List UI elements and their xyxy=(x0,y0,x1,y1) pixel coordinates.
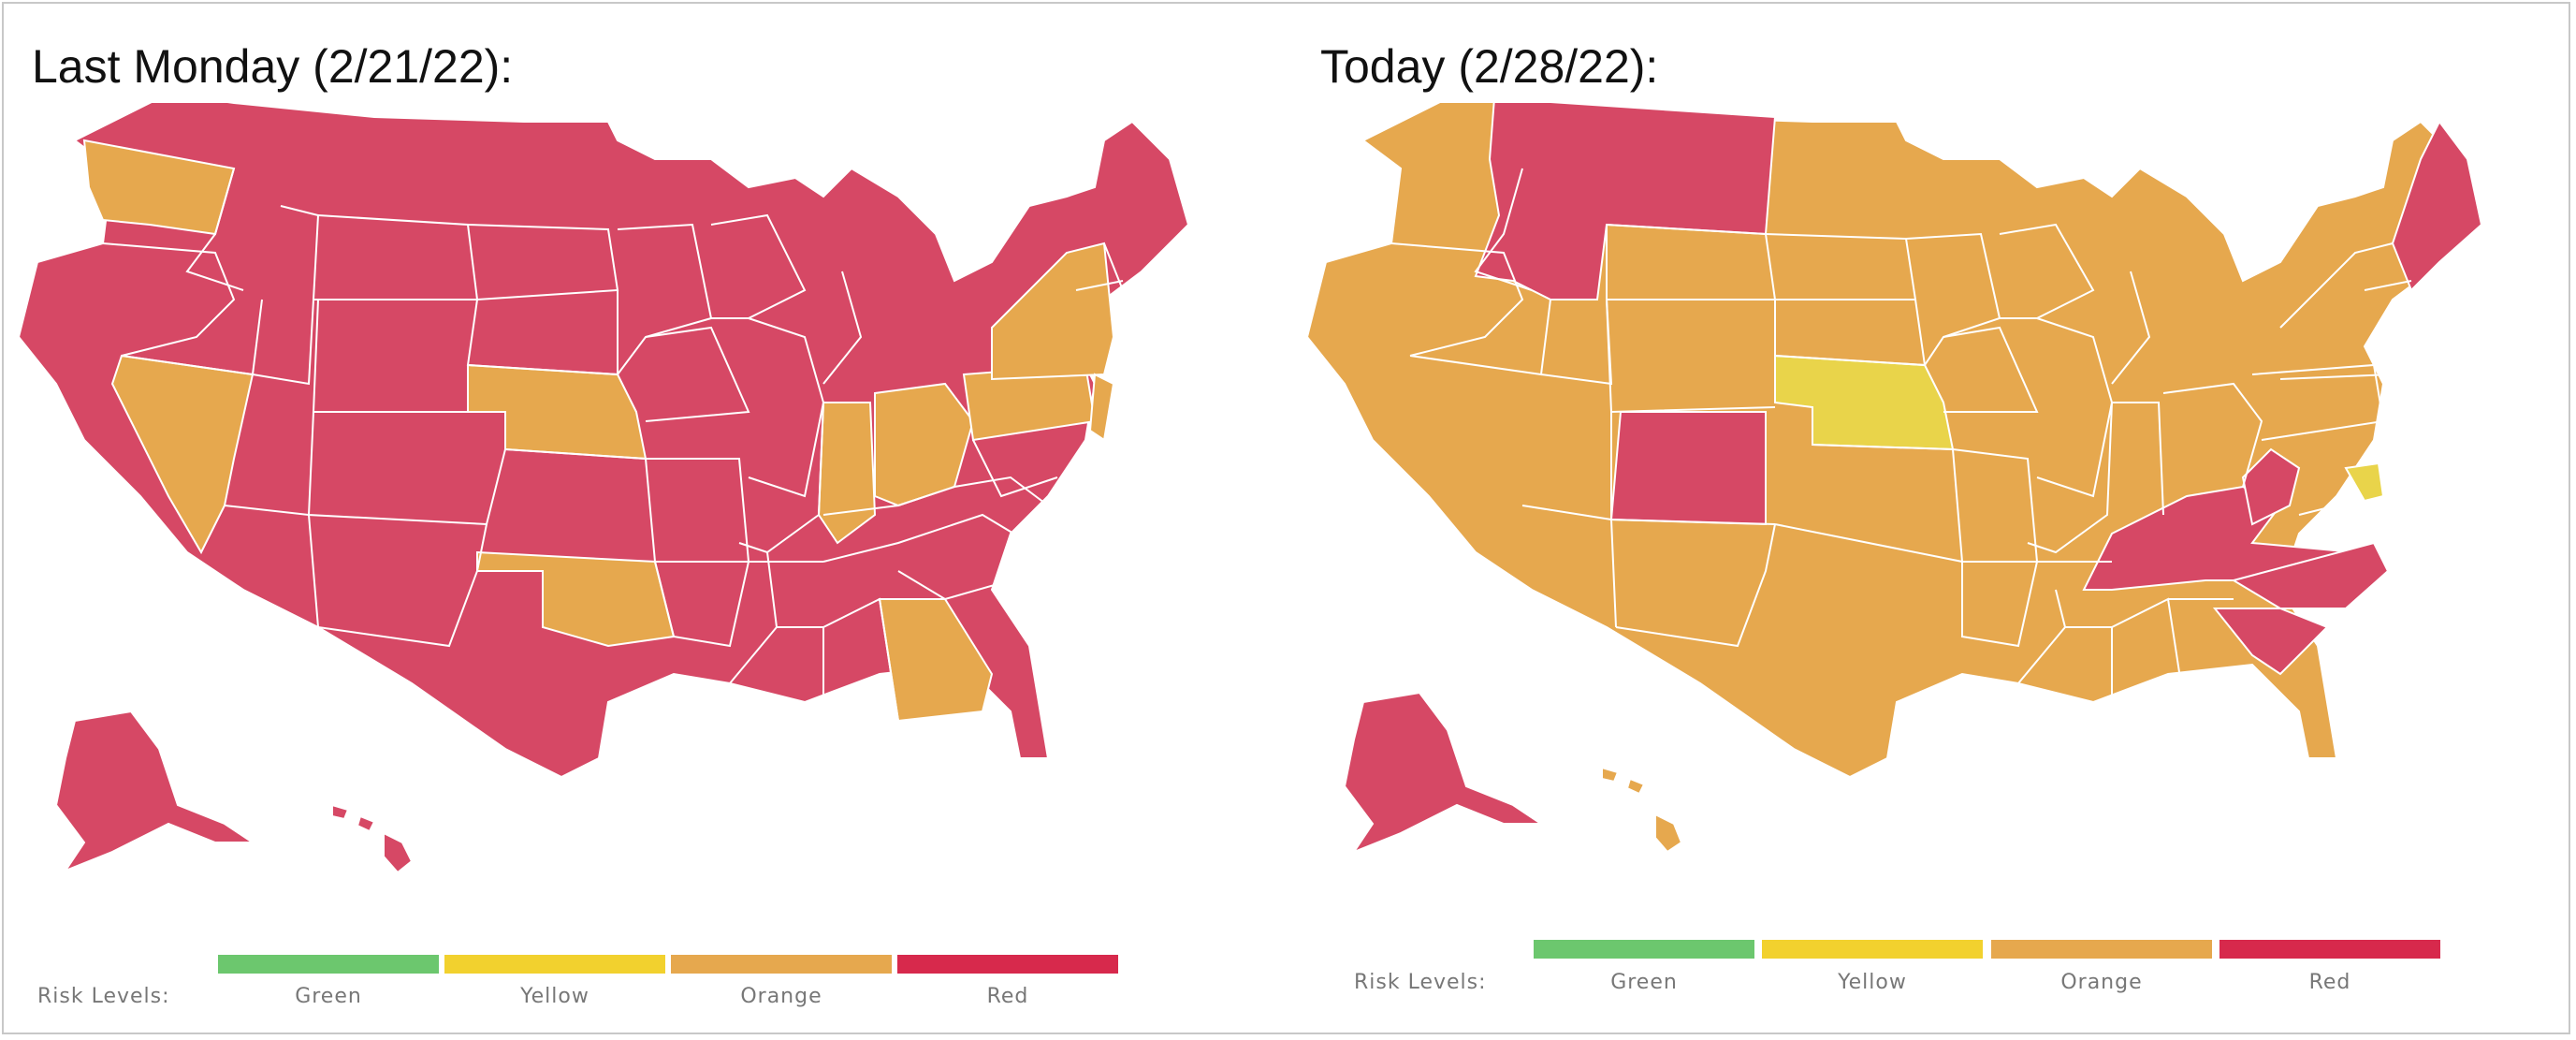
legend-label-green: Green xyxy=(1610,971,1678,994)
us-map xyxy=(17,103,1190,874)
legend-swatch-yellow xyxy=(444,955,665,974)
legend-label-yellow: Yellow xyxy=(520,985,589,1008)
us-map xyxy=(1305,103,2483,855)
legend-title: Risk Levels: xyxy=(1354,971,1487,994)
state-vermont-nh-maine xyxy=(2391,120,2483,292)
legend-swatch-green xyxy=(218,955,439,974)
state-alaska xyxy=(1343,691,1545,855)
legend-swatch-orange xyxy=(1991,940,2212,959)
state-hawaii xyxy=(331,803,414,874)
legend-label-red: Red xyxy=(986,985,1029,1008)
legend-label-orange: Orange xyxy=(2060,971,2143,994)
panel-last-monday: Last Monday (2/21/22): xyxy=(17,40,1190,1008)
state-south-carolina xyxy=(2212,608,2329,676)
state-indiana xyxy=(817,402,877,545)
legend-label-green: Green xyxy=(295,985,362,1008)
state-colorado xyxy=(1609,411,1767,526)
panel-title: Last Monday (2/21/22): xyxy=(32,40,514,93)
legend-label-red: Red xyxy=(2308,971,2351,994)
legend-swatch-red xyxy=(897,955,1118,974)
legend-swatch-orange xyxy=(671,955,892,974)
state-alaska xyxy=(54,710,256,873)
legend-swatch-green xyxy=(1534,940,1754,959)
state-borders xyxy=(1390,168,2459,722)
panel-title: Today (2/28/22): xyxy=(1320,40,1659,93)
state-west-virginia xyxy=(2241,447,2301,526)
state-new-jersey xyxy=(1088,373,1115,442)
legend-title: Risk Levels: xyxy=(37,985,170,1008)
legend-swatch-red xyxy=(2219,940,2440,959)
state-north-carolina xyxy=(2231,541,2390,609)
state-borders xyxy=(102,168,1189,722)
legend-label-orange: Orange xyxy=(740,985,822,1008)
legend-label-yellow: Yellow xyxy=(1838,971,1907,994)
state-nevada xyxy=(110,354,255,555)
state-hawaii xyxy=(1601,766,1683,854)
state-maryland xyxy=(2344,461,2385,503)
panel-today: Today (2/28/22): xyxy=(1288,0,2576,1040)
legend-swatch-yellow xyxy=(1762,940,1983,959)
